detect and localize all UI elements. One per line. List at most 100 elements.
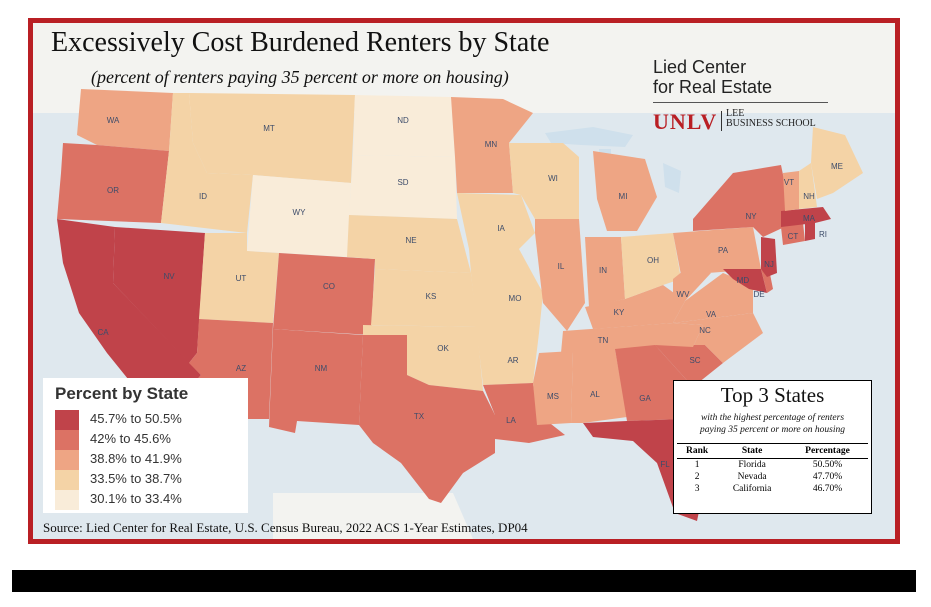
percentage-cell: 46.70% [812,484,843,494]
org-name: Lied Center for Real Estate [653,57,833,97]
state-MI[interactable] [593,151,657,231]
state-NH[interactable] [799,163,817,209]
state-NV[interactable] [113,227,205,363]
table-header-row: Rank State Percentage [677,443,868,459]
us-choropleth-map: WA OR CA NV ID MT WY UT AZ CO NM ND SD N… [33,23,895,539]
state-IL[interactable] [535,219,585,331]
state-SC[interactable] [655,345,723,387]
state-NC[interactable] [655,313,763,363]
state-label: DE [753,290,764,299]
state-MN[interactable] [451,97,533,193]
state-label: NJ [764,260,774,269]
state-label: IL [558,262,565,271]
legend-label: 45.7% to 50.5% [90,411,182,426]
legend-label: 33.5% to 38.7% [90,471,182,486]
state-label: FL [660,460,670,469]
legend-title: Percent by State [55,384,189,403]
org-name-line2: for Real Estate [653,77,773,97]
state-VA[interactable] [673,273,753,323]
state-label: CT [788,232,799,241]
state-KY[interactable] [585,285,685,329]
page-title: Excessively Cost Burdened Renters by Sta… [51,27,550,58]
state-WY[interactable] [247,175,351,257]
state-label: ME [831,162,843,171]
school-name-line1: LEE [726,108,745,119]
state-label: OR [107,186,119,195]
state-label: MA [803,214,816,223]
state-ID[interactable] [161,93,253,233]
state-ME[interactable] [811,127,863,199]
legend-label: 38.8% to 41.9% [90,451,182,466]
state-RI[interactable] [805,223,815,241]
state-TX[interactable] [359,335,495,503]
state-label: AZ [236,364,246,373]
state-label: TN [598,336,609,345]
state-CA[interactable] [57,219,201,395]
state-label: VT [784,178,794,187]
state-AR[interactable] [477,333,539,385]
org-divider [653,102,828,103]
table-row: 2 Nevada 47.70% [677,471,868,483]
legend-swatch [55,430,79,450]
state-CO[interactable] [273,253,375,335]
state-AL[interactable] [571,349,627,423]
state-OH[interactable] [621,233,681,299]
state-label: CA [97,328,109,337]
state-CT[interactable] [781,223,805,245]
lake-huron [663,163,681,193]
state-shapes [57,89,863,521]
state-LA[interactable] [483,383,565,443]
state-KS[interactable] [371,269,477,327]
state-label: ID [199,192,207,201]
state-UT[interactable] [199,233,279,323]
legend-swatch [55,410,79,430]
state-label: WY [293,208,307,217]
legend-label: 42% to 45.6% [90,431,171,446]
top3-table: Rank State Percentage 1 Florida 50.50% 2… [677,443,868,495]
state-MO[interactable] [469,249,543,333]
state-MT[interactable] [189,93,355,183]
state-OR[interactable] [57,143,169,223]
state-MD[interactable] [723,269,767,293]
state-label: WV [677,290,691,299]
state-WA[interactable] [77,89,173,151]
state-NM[interactable] [269,329,363,433]
legend-swatch [55,450,79,470]
state-PA[interactable] [673,227,761,275]
table-row: 3 California 46.70% [677,483,868,495]
state-MA[interactable] [781,207,831,227]
percentage-cell: 50.50% [812,460,843,470]
state-IA[interactable] [457,193,535,249]
rank-cell: 2 [694,472,700,482]
state-cell: Florida [738,460,766,470]
legend-item: 30.1% to 33.4% [55,490,245,510]
school-name: LEE BUSINESS SCHOOL [726,109,816,129]
state-label: TX [414,412,425,421]
legend-label: 30.1% to 33.4% [90,491,182,506]
state-NE[interactable] [347,215,471,273]
state-SD[interactable] [349,155,457,219]
legend-item: 38.8% to 41.9% [55,450,245,470]
state-MS[interactable] [533,351,573,425]
state-label: SC [689,356,700,365]
state-label: OK [437,344,449,353]
state-NY[interactable] [693,165,793,237]
state-label: RI [819,230,827,239]
top3-title: Top 3 States [720,383,825,407]
table-row: 1 Florida 50.50% [677,459,868,472]
logo-divider [721,111,722,131]
state-NJ[interactable] [761,237,777,277]
state-label: AL [590,390,600,399]
state-OK[interactable] [363,325,483,391]
mexico-land [273,493,473,539]
state-label: GA [639,394,651,403]
state-IN[interactable] [585,237,625,307]
state-label: IN [599,266,607,275]
state-VT[interactable] [783,171,799,211]
state-label: ND [397,116,409,125]
state-ND[interactable] [353,95,455,157]
state-label: UT [236,274,247,283]
state-label: MN [485,140,498,149]
state-label: KY [614,308,625,317]
state-WI[interactable] [509,143,579,219]
